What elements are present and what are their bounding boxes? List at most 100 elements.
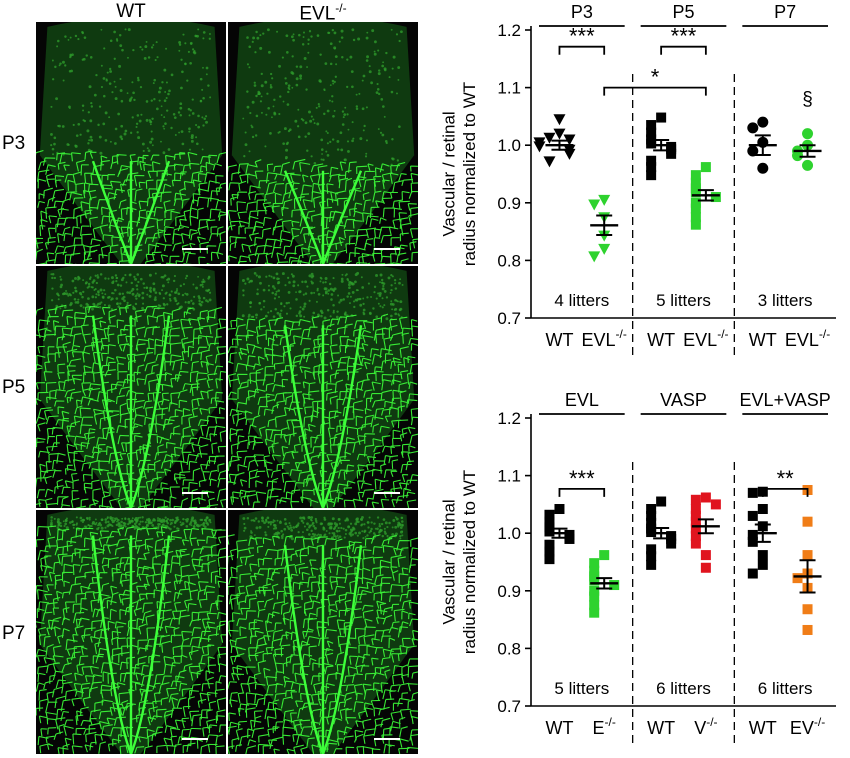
data-point [563, 134, 576, 146]
data-point [747, 145, 759, 157]
data-point [646, 155, 657, 166]
data-point [747, 536, 758, 547]
data-point [589, 558, 600, 569]
data-point [802, 516, 813, 527]
data-point [747, 122, 759, 134]
data-point [690, 494, 701, 505]
data-point [700, 562, 711, 573]
significance-label: * [651, 65, 660, 90]
group-title: P3 [571, 2, 593, 22]
y-axis-label: Vascular / retinalradius normalized to W… [440, 82, 479, 266]
data-point [544, 554, 555, 565]
data-point [589, 600, 600, 611]
litters-label: 5 litters [554, 679, 609, 698]
significance-label: *** [569, 466, 595, 491]
micrograph-row-label-p3: P3 [2, 133, 26, 154]
data-point [544, 526, 555, 537]
data-point [690, 538, 701, 549]
litters-label: 3 litters [758, 291, 813, 310]
data-point [757, 162, 769, 174]
significance-label: ** [777, 466, 795, 491]
data-point [757, 550, 768, 561]
data-point [747, 487, 758, 498]
data-point [710, 192, 721, 203]
data-point [646, 559, 657, 570]
data-point [666, 148, 677, 159]
data-point [747, 568, 758, 579]
group-title: P7 [774, 2, 796, 22]
micrograph-p5-evl [228, 266, 418, 508]
scale-bar [374, 492, 400, 494]
data-point [690, 523, 701, 534]
significance-bracket [660, 45, 707, 55]
significance-bracket [761, 487, 809, 497]
data-point [589, 607, 600, 618]
data-point [757, 116, 769, 128]
data-point [588, 199, 601, 211]
x-tick-label: WT [749, 718, 777, 738]
micrograph-p3-wt [36, 22, 226, 264]
micrograph-column-label-evl: EVL-/- [299, 1, 347, 25]
x-tick-label: EVL-/- [582, 327, 627, 350]
data-point [690, 197, 701, 208]
retina-vessel-image [36, 510, 226, 754]
data-point [747, 529, 758, 540]
data-point [589, 591, 600, 602]
data-point [544, 546, 555, 557]
data-point [747, 510, 758, 521]
data-point [700, 492, 711, 503]
micrograph-row-label-p7: P7 [2, 623, 26, 644]
data-point [589, 585, 600, 596]
micrograph-p7-wt [36, 510, 226, 754]
data-point [690, 170, 701, 181]
scale-bar [374, 738, 400, 740]
micrograph-column-label-wt: WT [116, 1, 146, 22]
data-point [690, 203, 701, 214]
data-point [598, 230, 611, 242]
data-point [646, 544, 657, 555]
data-point [690, 219, 701, 230]
micrograph-p5-wt [36, 266, 226, 508]
x-tick-label: V-/- [694, 715, 717, 738]
data-point [690, 504, 701, 515]
data-point [588, 251, 601, 263]
data-point [646, 504, 657, 515]
data-point [700, 162, 711, 173]
retina-vessel-image [36, 22, 226, 264]
data-point [609, 580, 620, 591]
data-point [543, 156, 556, 168]
y-tick-label: 1.0 [497, 136, 521, 155]
group-title: P5 [672, 2, 694, 22]
data-point [564, 533, 575, 544]
data-point [802, 550, 813, 561]
data-point [543, 132, 556, 144]
y-tick-label: 0.8 [497, 639, 521, 658]
x-tick-label: WT [749, 330, 777, 350]
scatter-chart-age: Vascular / retinalradius normalized to W… [440, 2, 836, 358]
y-axis-label: Vascular / retinalradius normalized to W… [440, 470, 479, 654]
data-point [589, 565, 600, 576]
data-point [646, 138, 657, 149]
data-point [553, 114, 566, 126]
data-point [666, 538, 677, 549]
data-point [792, 573, 803, 584]
x-tick-label: WT [545, 330, 573, 350]
y-tick-label: 0.7 [497, 697, 521, 716]
data-point [646, 127, 657, 138]
y-tick-label: 0.7 [497, 309, 521, 328]
x-tick-label: EVL-/- [785, 327, 830, 350]
data-point [553, 128, 566, 140]
micrograph-row-label-p5: P5 [2, 377, 26, 398]
data-point [690, 187, 701, 198]
litters-label: 5 litters [656, 291, 711, 310]
retina-vessel-image [36, 266, 226, 508]
data-point [599, 550, 610, 561]
litters-label: 6 litters [656, 679, 711, 698]
data-point [656, 496, 667, 507]
litters-label: 6 litters [758, 679, 813, 698]
data-point [646, 170, 657, 181]
scale-bar [182, 738, 208, 740]
micrograph-p7-evl [228, 510, 418, 754]
y-tick-label: 1.2 [497, 21, 521, 40]
data-point [589, 575, 600, 586]
